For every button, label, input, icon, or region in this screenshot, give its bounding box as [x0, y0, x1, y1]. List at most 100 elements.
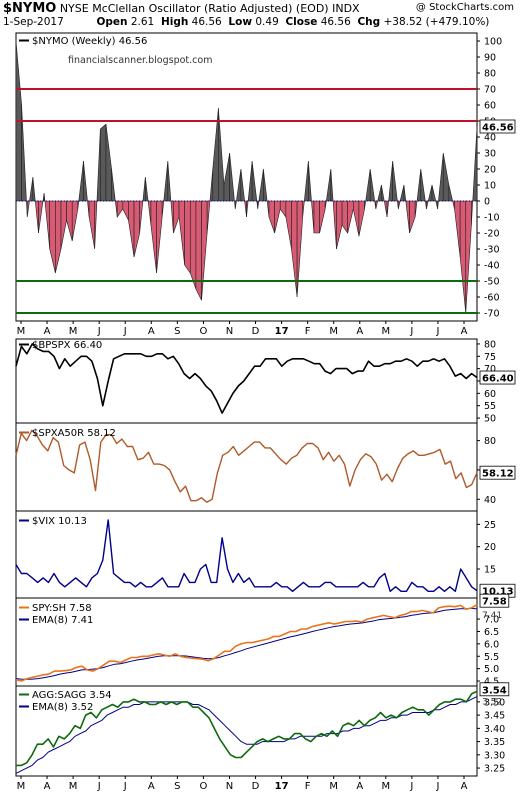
nymo-area-segment: [303, 160, 309, 202]
bpspx-y-tick-label: 80: [484, 339, 496, 350]
nymo-area-segment: [147, 200, 152, 226]
nymo-area-segment: [258, 168, 264, 202]
nymo-area-segment: [397, 200, 401, 210]
agg-sagg-ema-last-value: 3.52: [482, 698, 502, 708]
nymo-area-segment: [161, 200, 165, 218]
nymo-area-segment: [150, 200, 157, 274]
nymo-y-tick-label: -60: [484, 293, 500, 304]
spy-sh-y-tick-label: 5.5: [484, 652, 499, 663]
spy-sh-ema-title: EMA(8) 7.41: [32, 615, 93, 626]
nymo-area-segment: [330, 168, 334, 202]
x-axis-top-label: A: [356, 326, 363, 337]
spxa50r-y-tick-label: 40: [484, 495, 496, 506]
x-axis-bottom-label: A: [461, 781, 468, 792]
nymo-area-segment: [38, 200, 44, 234]
vix-title: $VIX 10.13: [32, 516, 87, 527]
nymo-area-segment: [291, 200, 298, 298]
nymo-area-segment: [416, 168, 422, 202]
agg-sagg-y-tick-label: 3.35: [484, 737, 505, 748]
x-axis-bottom-label: A: [44, 781, 51, 792]
nymo-area-segment: [142, 176, 146, 202]
nymo-area-segment: [116, 200, 124, 218]
x-axis-bottom-label: J: [97, 781, 101, 792]
nymo-y-tick-label: -40: [484, 261, 500, 272]
nymo-area-segment: [247, 160, 253, 202]
nymo-area-segment: [431, 184, 437, 202]
x-axis-top-label: F: [305, 326, 311, 337]
bpspx-line: [15, 343, 478, 414]
nymo-area-segment: [377, 184, 382, 202]
nymo-area-segment: [55, 200, 62, 274]
nymo-y-tick-label: 10: [484, 181, 496, 192]
nymo-y-tick-label: -20: [484, 229, 500, 240]
nymo-area-segment: [409, 200, 416, 234]
nymo-area-segment: [178, 200, 185, 266]
x-axis-top-label: O: [199, 326, 207, 337]
nymo-area-segment: [240, 168, 245, 202]
spy-sh-ema-last-value: 7.41: [482, 611, 502, 621]
nymo-y-tick-label: 30: [484, 149, 496, 160]
nymo-area-segment: [66, 200, 73, 242]
nymo-area-segment: [218, 108, 225, 202]
spy-sh-y-tick-label: 7.0: [484, 615, 499, 626]
spxa50r-title: $SPXA50R 58.12: [32, 428, 116, 439]
nymo-area-segment: [105, 124, 112, 202]
nymo-area-segment: [122, 200, 129, 221]
nymo-area-segment: [229, 152, 235, 202]
nymo-y-tick-label: 20: [484, 165, 496, 176]
bpspx-y-tick-label: 55: [484, 401, 496, 412]
x-axis-bottom-label: M: [69, 781, 78, 792]
agg-sagg-last-value-label: 3.54: [482, 685, 507, 696]
nymo-area-segment: [365, 168, 371, 202]
nymo-area-segment: [381, 184, 385, 202]
quote-date: 1-Sep-2017: [3, 16, 64, 28]
spy-sh-y-tick-label: 6.5: [484, 627, 499, 638]
agg-sagg-y-tick-label: 3.40: [484, 724, 505, 735]
nymo-area-segment: [209, 168, 214, 202]
spxa50r-line: [15, 429, 478, 503]
nymo-area-segment: [78, 160, 84, 202]
x-axis-top-label: S: [174, 326, 180, 337]
x-axis-top-label: A: [148, 326, 155, 337]
nymo-y-tick-label: 90: [484, 53, 496, 64]
vix-line: [15, 519, 478, 592]
x-axis-bottom-label: J: [435, 781, 439, 792]
nymo-area-segment: [251, 160, 258, 202]
x-axis-bottom-label: M: [329, 781, 338, 792]
nymo-area-segment: [139, 200, 144, 234]
spy-sh-y-tick-label: 6.0: [484, 639, 499, 650]
nymo-area-segment: [94, 200, 98, 250]
x-axis-top-label: N: [226, 326, 233, 337]
spy-sh-last-value-label: 7.58: [482, 597, 507, 608]
x-axis-top-label: 17: [275, 326, 289, 337]
nymo-area-segment: [405, 200, 410, 234]
nymo-area-segment: [388, 160, 393, 202]
nymo-area-segment: [201, 200, 208, 301]
agg-sagg-title: AGG:SAGG 3.54: [32, 690, 112, 701]
spxa50r-last-value-label: 58.12: [482, 469, 514, 480]
nymo-area-segment: [100, 123, 107, 202]
nymo-area-segment: [308, 160, 312, 202]
nymo-area-segment: [83, 160, 88, 202]
nymo-y-tick-label: 80: [484, 69, 496, 80]
nymo-area-segment: [325, 168, 332, 202]
agg-sagg-y-tick-label: 3.50: [484, 697, 505, 708]
nymo-y-tick-label: -10: [484, 213, 500, 224]
spy-sh-title: SPY:SH 7.58: [32, 603, 92, 614]
nymo-area-segment: [472, 126, 478, 202]
credit: @ StockCharts.com: [415, 2, 514, 13]
nymo-area-segment: [133, 200, 140, 258]
chart-header: $NYMO NYSE McClellan Oscillator (Ratio A…: [3, 1, 360, 16]
x-axis-top-label: J: [123, 326, 127, 337]
x-axis-top-label: M: [382, 326, 391, 337]
x-axis-bottom-label: F: [305, 781, 311, 792]
nymo-area-segment: [32, 176, 36, 202]
bpspx-y-tick-label: 60: [484, 389, 496, 400]
nymo-area-segment: [386, 200, 389, 218]
x-axis-top-label: M: [69, 326, 78, 337]
x-axis-bottom-label: 17: [275, 781, 289, 792]
nymo-area-segment: [29, 176, 34, 202]
nymo-area-segment: [156, 200, 163, 274]
x-axis-top-label: M: [17, 326, 26, 337]
nymo-area-segment: [319, 200, 326, 234]
